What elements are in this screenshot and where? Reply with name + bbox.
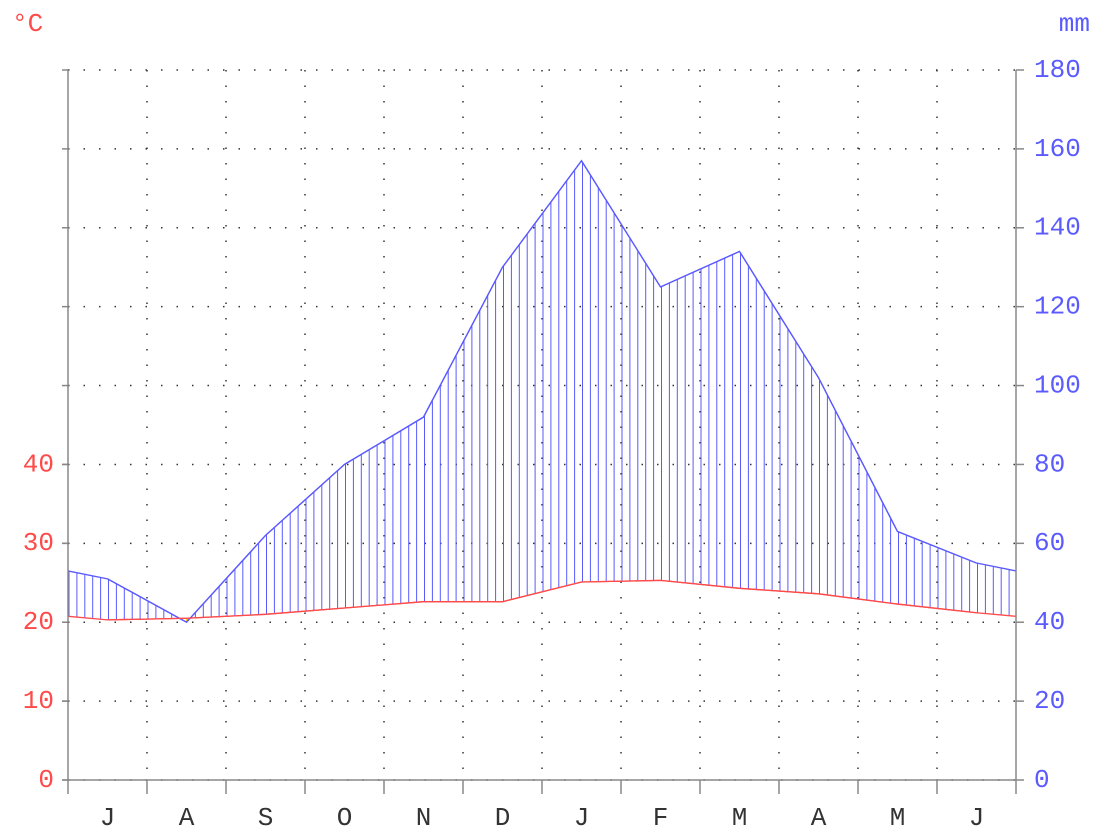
x-tick-label: O [337, 803, 353, 833]
y-tick-label: 10 [23, 686, 54, 716]
y2-tick-label: 80 [1034, 449, 1065, 479]
y-tick-label: 0 [38, 765, 54, 795]
x-tick-label: S [258, 803, 274, 833]
y2-tick-label: 20 [1034, 686, 1065, 716]
series-line [107, 579, 977, 621]
y-axis-unit: °C [12, 9, 43, 39]
x-tick-label: J [969, 803, 985, 833]
y-tick-label: 20 [23, 607, 54, 637]
edge-line [67, 159, 1017, 624]
y-tick-label: 40 [23, 449, 54, 479]
x-tick-label: A [811, 803, 827, 833]
y2-tick-label: 180 [1034, 55, 1081, 85]
y2-tick-label: 100 [1034, 370, 1081, 400]
y-tick-label: 30 [23, 528, 54, 558]
x-tick-label: N [416, 803, 432, 833]
y2-tick-label: 40 [1034, 607, 1065, 637]
y2-axis-unit: mm [1059, 9, 1090, 39]
y2-tick-label: 120 [1034, 292, 1081, 322]
x-tick-label: J [100, 803, 116, 833]
x-tick-label: M [732, 803, 748, 833]
series-line [107, 159, 977, 624]
x-tick-label: D [495, 803, 511, 833]
y2-tick-label: 140 [1034, 213, 1081, 243]
y2-tick-label: 160 [1034, 134, 1081, 164]
x-tick-label: F [653, 803, 669, 833]
y2-tick-label: 0 [1034, 765, 1050, 795]
x-tick-label: A [179, 803, 195, 833]
x-tick-label: J [574, 803, 590, 833]
x-tick-label: M [890, 803, 906, 833]
y2-tick-label: 60 [1034, 528, 1065, 558]
